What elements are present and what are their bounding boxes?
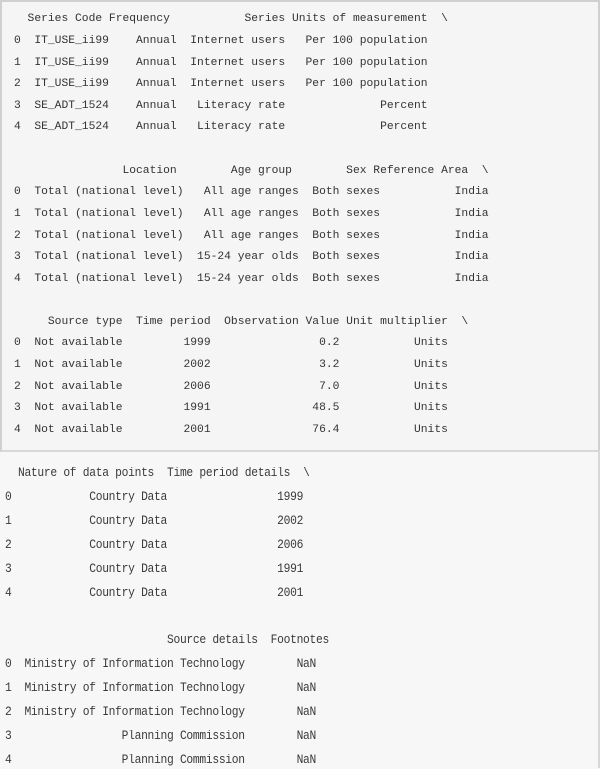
block5-header: Source details Footnotes <box>5 634 329 648</box>
block3-row: 2 Not available 2006 7.0 Units <box>14 381 448 393</box>
block4-row: 0 Country Data 1999 <box>5 491 304 505</box>
block2-row: 1 Total (national level) All age ranges … <box>14 208 489 220</box>
block5-row: 4 Planning Commission NaN <box>5 754 317 768</box>
block3-row: 1 Not available 2002 3.2 Units <box>14 359 448 371</box>
block2-header: Location Age group Sex Reference Area \ <box>14 165 489 177</box>
block4-header: Nature of data points Time period detail… <box>5 467 310 481</box>
block1-row: 4 SE_ADT_1524 Annual Literacy rate Perce… <box>14 121 428 133</box>
block1-row: 3 SE_ADT_1524 Annual Literacy rate Perce… <box>14 100 428 112</box>
block5-row: 1 Ministry of Information Technology NaN <box>5 682 317 696</box>
block2-row: 4 Total (national level) 15-24 year olds… <box>14 273 489 285</box>
block4-row: 3 Country Data 1991 <box>5 563 304 577</box>
block1-row: 1 IT_USE_ii99 Annual Internet users Per … <box>14 57 428 69</box>
block5-row: 2 Ministry of Information Technology NaN <box>5 706 317 720</box>
block2-row: 2 Total (national level) All age ranges … <box>14 230 489 242</box>
block2-row: 3 Total (national level) 15-24 year olds… <box>14 251 489 263</box>
block4-row: 2 Country Data 2006 <box>5 539 304 553</box>
block3-row: 0 Not available 1999 0.2 Units <box>14 337 448 349</box>
block2-row: 0 Total (national level) All age ranges … <box>14 186 489 198</box>
block1-row: 2 IT_USE_ii99 Annual Internet users Per … <box>14 78 428 90</box>
block3-row: 3 Not available 1991 48.5 Units <box>14 402 448 414</box>
block1-row: 0 IT_USE_ii99 Annual Internet users Per … <box>14 35 428 47</box>
block3-row: 4 Not available 2001 76.4 Units <box>14 424 448 436</box>
block3-header: Source type Time period Observation Valu… <box>14 316 469 328</box>
block4-row: 4 Country Data 2001 <box>5 587 304 601</box>
output-border <box>598 450 600 768</box>
block4-row: 1 Country Data 2002 <box>5 515 304 529</box>
block5-row: 3 Planning Commission NaN <box>5 730 317 744</box>
block1-header: Series Code Frequency Series Units of me… <box>14 13 448 25</box>
block5-row: 0 Ministry of Information Technology NaN <box>5 658 317 672</box>
dataframe-output-panel: Series Code Frequency Series Units of me… <box>0 0 600 452</box>
